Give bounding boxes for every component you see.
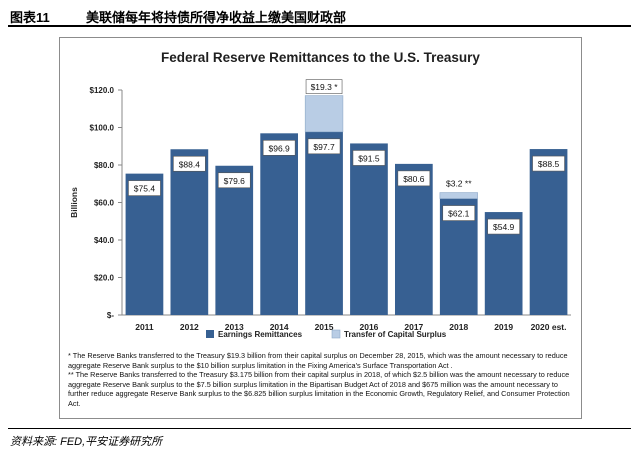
x-tick-label: 2015 — [315, 322, 334, 332]
source-note: 资料来源: FED,平安证券研究所 — [10, 436, 163, 448]
figure-header: 图表11 美联储每年将持债所得净收益上缴美国财政部 — [8, 6, 631, 25]
x-tick-label: 2017 — [404, 322, 423, 332]
data-label-box — [397, 170, 431, 187]
y-tick-label: $- — [107, 311, 114, 320]
data-label-box — [532, 155, 565, 172]
data-label: $62.1 — [448, 209, 470, 219]
y-tick-label: $120.0 — [90, 86, 115, 95]
data-label-box — [305, 79, 343, 94]
header-divider — [8, 25, 631, 27]
x-tick-label: 2019 — [494, 322, 513, 332]
data-label: $96.9 — [269, 143, 291, 153]
source-divider — [8, 428, 631, 429]
chart-footnotes: * The Reserve Banks transferred to the T… — [68, 351, 576, 409]
x-tick-label: 2011 — [135, 322, 154, 332]
bar-earnings-2016 — [350, 143, 388, 315]
data-label: $79.6 — [224, 176, 246, 186]
bar-earnings-2014 — [260, 133, 299, 315]
y-tick-label: $40.0 — [94, 236, 115, 245]
bar-capital-surplus-2015 — [304, 95, 344, 133]
chart-title: Federal Reserve Remittances to the U.S. … — [161, 50, 480, 65]
data-label: $88.4 — [179, 159, 201, 169]
data-label: $75.4 — [134, 184, 156, 194]
data-label: $80.6 — [403, 174, 425, 184]
figure-title: 美联储每年将持债所得净收益上缴美国财政部 — [86, 10, 347, 25]
x-tick-label: 2013 — [225, 322, 244, 332]
legend-label-earnings: Earnings Remittances — [218, 330, 303, 339]
chart-panel: Federal Reserve Remittances to the U.S. … — [59, 37, 582, 419]
legend-label-capital-surplus: Transfer of Capital Surplus — [344, 330, 447, 339]
y-axis-title: Billions — [69, 187, 79, 218]
data-label: $91.5 — [358, 153, 380, 163]
data-label-box — [487, 218, 520, 235]
bar-earnings-2020est — [529, 149, 568, 315]
data-label: $88.5 — [538, 159, 560, 169]
data-label: $97.7 — [313, 142, 335, 152]
data-label-box — [352, 150, 386, 166]
bar-earnings-2012 — [170, 149, 209, 315]
data-label: $54.9 — [493, 222, 515, 232]
x-tick-label: 2020 est. — [531, 322, 567, 332]
legend-swatch-earnings — [206, 330, 214, 338]
y-tick-label: $60.0 — [94, 199, 115, 208]
data-label: $19.3 * — [311, 82, 339, 92]
data-label-box — [173, 155, 206, 172]
footnote-1: * The Reserve Banks transferred to the T… — [68, 351, 568, 370]
data-label-box — [307, 138, 341, 155]
data-label: $3.2 ** — [446, 179, 472, 189]
x-tick-label: 2018 — [449, 322, 468, 332]
bar-capital-surplus-2018 — [439, 192, 478, 199]
data-label-box — [262, 140, 296, 156]
y-tick-label: $80.0 — [94, 161, 115, 170]
x-tick-label: 2016 — [359, 322, 378, 332]
data-label-box — [128, 180, 161, 196]
x-tick-label: 2014 — [270, 322, 289, 332]
data-label-box — [217, 172, 251, 189]
footnote-2: ** The Reserve Banks transferred to the … — [68, 370, 570, 408]
bar-earnings-2017 — [394, 163, 433, 315]
y-tick-label: $20.0 — [94, 274, 115, 283]
bar-earnings-2015 — [305, 131, 343, 315]
figure-number: 图表11 — [10, 10, 50, 25]
y-tick-label: $100.0 — [90, 124, 115, 133]
legend-swatch-capital-surplus — [331, 329, 341, 339]
x-tick-label: 2012 — [180, 322, 199, 332]
bar-earnings-2011 — [125, 173, 164, 315]
data-label-box — [442, 205, 476, 221]
bar-chart: Billions $- $20.0 $40.0 $60.0 $80.0 $100.0 $120… — [69, 79, 571, 339]
bar-earnings-2013 — [215, 165, 254, 315]
